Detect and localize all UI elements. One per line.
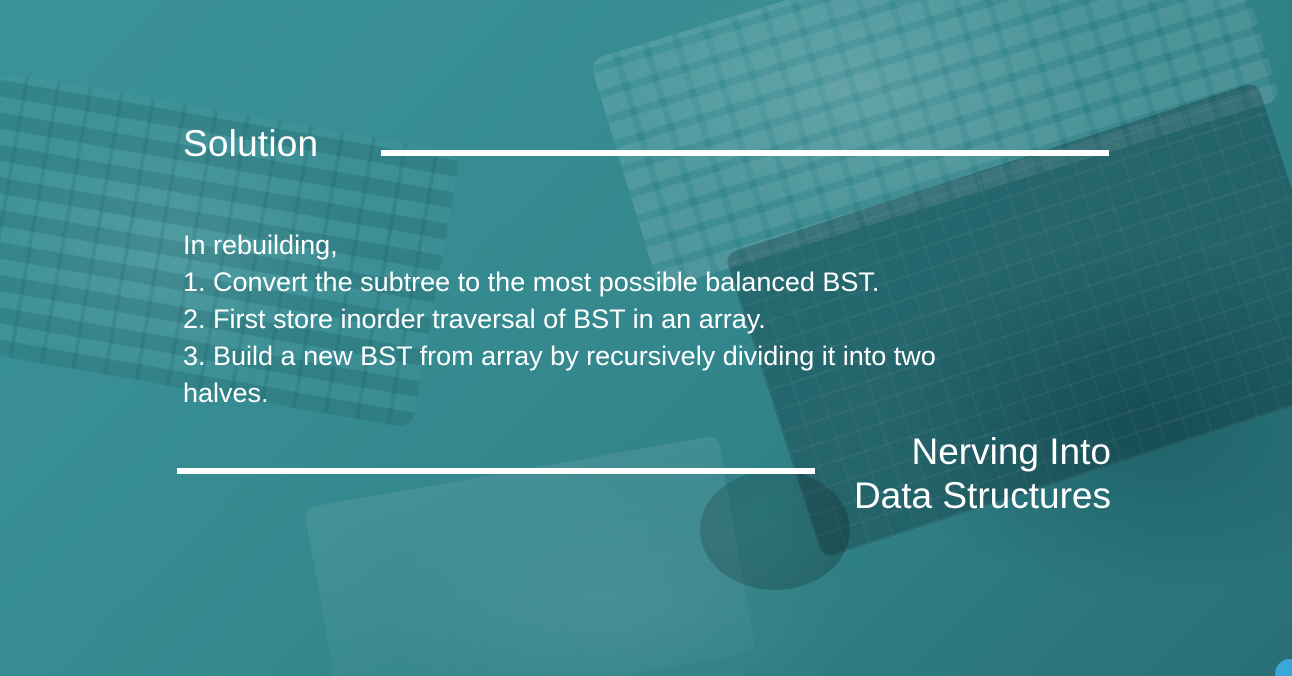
footer-title: Nerving Into Data Structures xyxy=(854,430,1111,518)
slide-title: Solution xyxy=(183,123,319,164)
corner-accent-dot xyxy=(1275,659,1292,676)
footer-title-line-1: Nerving Into xyxy=(911,431,1112,472)
body-line-step-3: 3. Build a new BST from array by recursi… xyxy=(183,341,936,371)
top-divider-line xyxy=(381,150,1109,156)
footer-title-line-2: Data Structures xyxy=(853,475,1111,516)
slide-body-text: In rebuilding, 1. Convert the subtree to… xyxy=(183,227,1113,412)
body-line-step-3-continuation: halves. xyxy=(183,378,269,408)
body-line-intro: In rebuilding, xyxy=(183,230,338,260)
body-line-step-2: 2. First store inorder traversal of BST … xyxy=(183,304,766,334)
mouse-decoration xyxy=(700,470,850,590)
bottom-divider-line xyxy=(177,468,815,474)
body-line-step-1: 1. Convert the subtree to the most possi… xyxy=(183,267,880,297)
